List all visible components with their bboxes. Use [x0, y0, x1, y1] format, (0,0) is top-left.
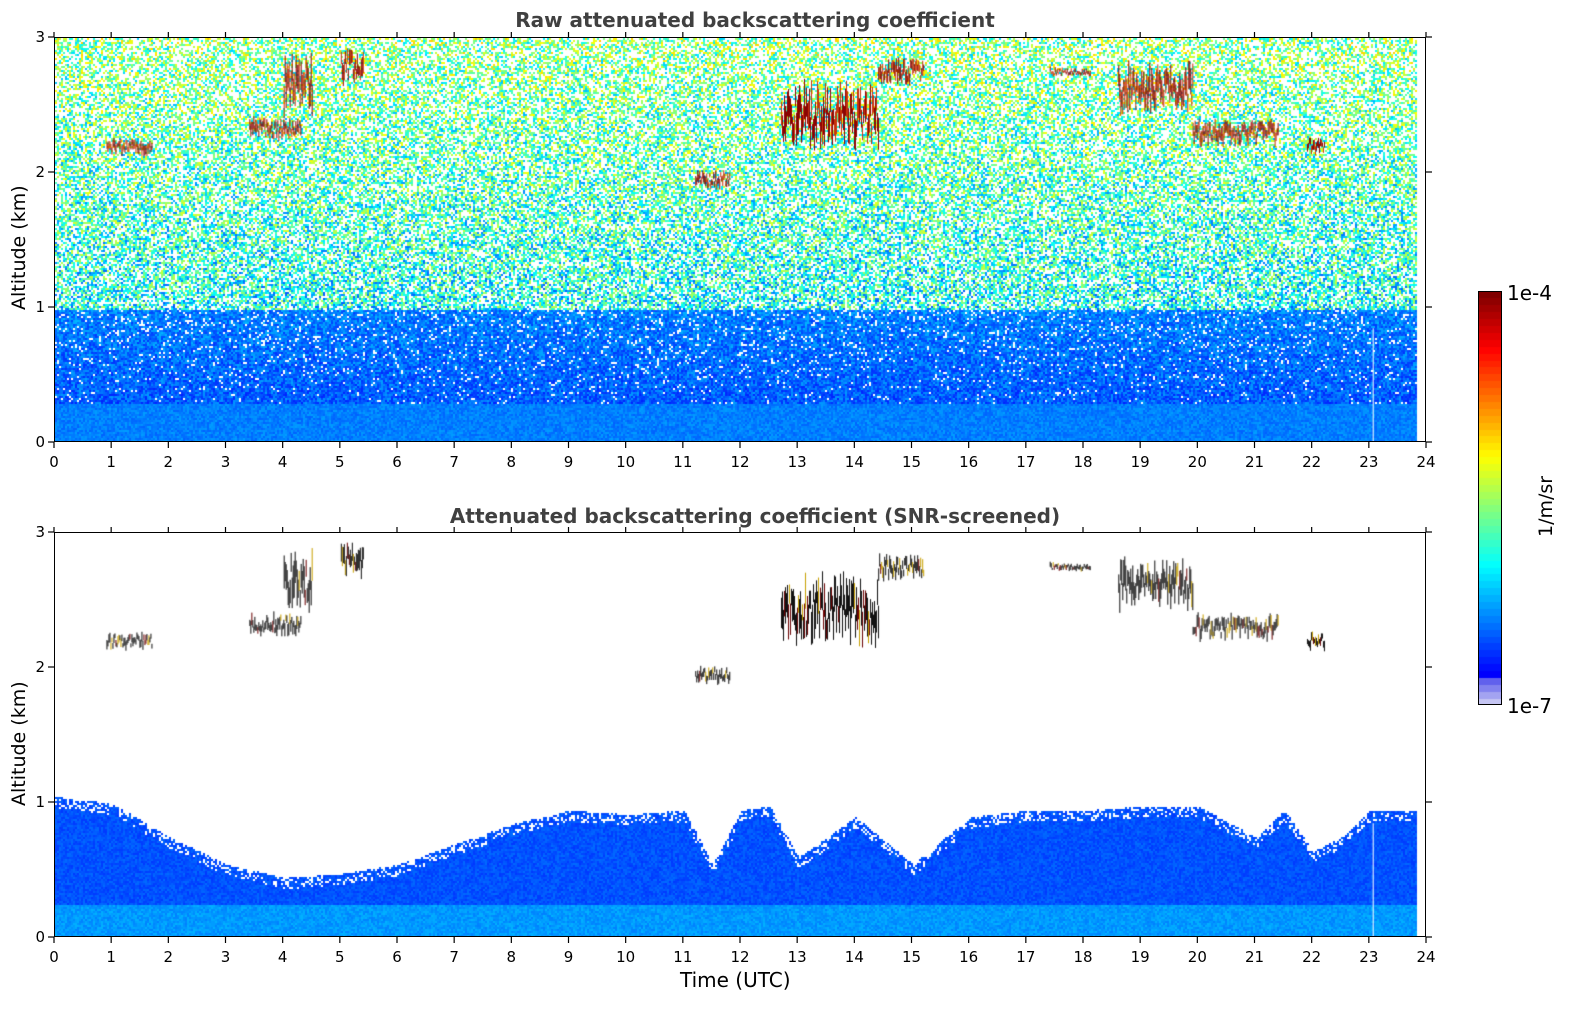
top-xtick-label: 15 [902, 453, 921, 471]
top-xtick-label: 18 [1073, 453, 1092, 471]
bottom-chart-plot-area [54, 532, 1426, 937]
bottom-xtick-label: 24 [1416, 948, 1435, 966]
bottom-ytick-label: 3 [35, 523, 45, 541]
bottom-xtick-label: 16 [959, 948, 978, 966]
bottom-xtick-label: 1 [106, 948, 116, 966]
top-xtick-label: 4 [278, 453, 288, 471]
bottom-xtick-label: 19 [1131, 948, 1150, 966]
bottom-xtick-label: 13 [788, 948, 807, 966]
bottom-xtick-label: 9 [564, 948, 574, 966]
bottom-xtick-label: 10 [616, 948, 635, 966]
top-xtick-label: 9 [564, 453, 574, 471]
top-xtick-label: 13 [788, 453, 807, 471]
bottom-xtick-label: 14 [845, 948, 864, 966]
colorbar-gradient [1479, 292, 1501, 704]
top-xtick-label: 22 [1302, 453, 1321, 471]
top-xtick-label: 3 [221, 453, 231, 471]
top-xtick-label: 24 [1416, 453, 1435, 471]
top-xtick-label: 16 [959, 453, 978, 471]
bottom-chart-xlabel: Time (UTC) [680, 968, 791, 992]
bottom-xtick-label: 0 [49, 948, 59, 966]
bottom-xtick-label: 21 [1245, 948, 1264, 966]
colorbar-max-label: 1e-4 [1507, 281, 1552, 305]
top-xtick-label: 0 [49, 453, 59, 471]
bottom-ytick-label: 1 [35, 793, 45, 811]
top-xtick-label: 23 [1359, 453, 1378, 471]
top-xtick-label: 14 [845, 453, 864, 471]
bottom-chart-title: Attenuated backscattering coefficient (S… [449, 504, 1061, 528]
bottom-xtick-label: 2 [164, 948, 174, 966]
top-xtick-label: 2 [164, 453, 174, 471]
bottom-xtick-label: 5 [335, 948, 345, 966]
bottom-xtick-label: 6 [392, 948, 402, 966]
bottom-xtick-label: 8 [507, 948, 517, 966]
top-ytick-label: 3 [35, 28, 45, 46]
top-xtick-label: 5 [335, 453, 345, 471]
top-ytick-label: 0 [35, 433, 45, 451]
bottom-xtick-label: 12 [730, 948, 749, 966]
bottom-xtick-label: 22 [1302, 948, 1321, 966]
bottom-chart-ylabel: Altitude (km) [8, 681, 30, 806]
top-xtick-label: 7 [449, 453, 459, 471]
top-ytick-label: 2 [35, 163, 45, 181]
top-xtick-label: 17 [1016, 453, 1035, 471]
bottom-xtick-label: 18 [1073, 948, 1092, 966]
bottom-xtick-label: 23 [1359, 948, 1378, 966]
bottom-chart-heatmap [55, 533, 1425, 936]
bottom-xtick-label: 3 [221, 948, 231, 966]
top-xtick-label: 11 [673, 453, 692, 471]
top-ytick-label: 1 [35, 298, 45, 316]
bottom-xtick-label: 17 [1016, 948, 1035, 966]
bottom-ytick-label: 0 [35, 928, 45, 946]
bottom-xtick-label: 20 [1188, 948, 1207, 966]
top-xtick-label: 8 [507, 453, 517, 471]
top-xtick-label: 19 [1131, 453, 1150, 471]
colorbar-unit-label: 1/m/sr [1535, 475, 1557, 537]
bottom-xtick-label: 4 [278, 948, 288, 966]
top-xtick-label: 12 [730, 453, 749, 471]
top-chart-plot-area [54, 37, 1426, 442]
bottom-xtick-label: 11 [673, 948, 692, 966]
top-xtick-label: 21 [1245, 453, 1264, 471]
top-chart-title: Raw attenuated backscattering coefficien… [515, 8, 995, 32]
top-xtick-label: 1 [106, 453, 116, 471]
colorbar-min-label: 1e-7 [1507, 694, 1552, 718]
top-xtick-label: 10 [616, 453, 635, 471]
top-chart-ylabel: Altitude (km) [8, 185, 30, 310]
top-xtick-label: 6 [392, 453, 402, 471]
top-xtick-label: 20 [1188, 453, 1207, 471]
bottom-xtick-label: 7 [449, 948, 459, 966]
top-chart-heatmap [55, 38, 1425, 441]
bottom-xtick-label: 15 [902, 948, 921, 966]
colorbar [1478, 291, 1502, 705]
bottom-ytick-label: 2 [35, 658, 45, 676]
